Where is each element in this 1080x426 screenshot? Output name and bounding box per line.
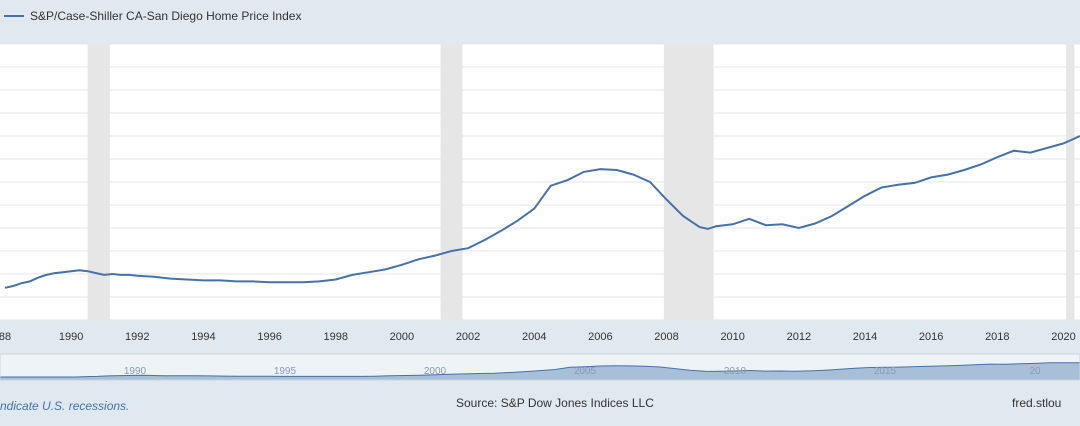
x-tick-label: 2002 (456, 331, 480, 343)
x-tick-label: 2008 (654, 331, 678, 343)
legend-series-label: S&P/Case-Shiller CA-San Diego Home Price… (30, 9, 302, 23)
navigator-tick-label: 20 (1029, 366, 1041, 377)
navigator-tick-label: 2000 (424, 366, 447, 377)
x-tick-label: 1996 (257, 331, 281, 343)
navigator-tick-label: 2010 (724, 366, 747, 377)
x-tick-label: 2004 (522, 331, 546, 343)
x-tick-label: 2012 (787, 331, 811, 343)
chart-legend[interactable]: S&P/Case-Shiller CA-San Diego Home Price… (0, 0, 301, 32)
x-tick-label: 2018 (985, 331, 1009, 343)
legend-line-swatch (4, 15, 24, 17)
source-credit: Source: S&P Dow Jones Indices LLC (456, 396, 654, 410)
navigator-tick-label: 1990 (124, 366, 147, 377)
x-tick-label: 2014 (853, 331, 877, 343)
x-tick-label: 2000 (390, 331, 414, 343)
x-tick-label: 88 (0, 331, 11, 343)
navigator-tick-label: 2005 (574, 366, 597, 377)
x-tick-label: 2006 (588, 331, 612, 343)
x-tick-label: 2016 (919, 331, 943, 343)
navigator-tick-label: 1995 (274, 366, 297, 377)
x-tick-label: 1990 (59, 331, 83, 343)
navigator-ticks: 1990 1995 2000 2005 2010 2015 20 (124, 366, 1041, 377)
navigator-tick-label: 2015 (874, 366, 897, 377)
x-tick-label: 2010 (720, 331, 744, 343)
gridlines (0, 43, 1080, 321)
x-axis-ticks: 88 1990 1992 1994 1996 1998 2000 2002 2004 2006 20… (0, 331, 1076, 343)
series-line (4, 135, 1080, 289)
navigator-area (0, 362, 1080, 381)
x-tick-label: 2020 (1051, 331, 1075, 343)
site-link[interactable]: fred.stlou (1012, 396, 1062, 410)
recession-note: ndicate U.S. recessions. (0, 399, 130, 413)
navigator-border (0, 353, 1080, 381)
time-navigator[interactable]: 1990 1995 2000 2005 2010 2015 20 (0, 353, 1080, 381)
x-tick-label: 1992 (125, 331, 149, 343)
x-tick-label: 1998 (324, 331, 348, 343)
x-tick-label: 1994 (191, 331, 215, 343)
